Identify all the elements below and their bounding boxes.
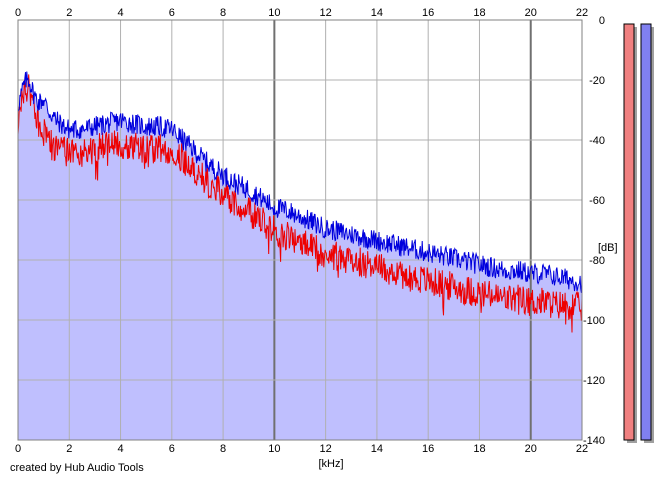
x-tick-top-0: 0 — [15, 7, 21, 19]
y-tick--100: -100 — [583, 315, 605, 327]
tick-label-layer: 002244668810101212141416161818202022220-… — [15, 7, 605, 455]
plot-frame — [17, 19, 583, 441]
y-tick--40: -40 — [589, 135, 605, 147]
x-tick-top-20: 20 — [525, 7, 537, 19]
level-meter-right — [640, 23, 652, 441]
x-tick-top-16: 16 — [422, 7, 434, 19]
x-tick-bottom-4: 4 — [117, 443, 123, 455]
x-tick-top-6: 6 — [169, 7, 175, 19]
y-tick-0: 0 — [599, 15, 605, 27]
x-tick-top-12: 12 — [320, 7, 332, 19]
x-tick-bottom-8: 8 — [220, 443, 226, 455]
x-tick-top-8: 8 — [220, 7, 226, 19]
x-axis-unit-label: [kHz] — [318, 458, 343, 470]
y-tick--60: -60 — [589, 195, 605, 207]
series-layer — [17, 71, 583, 333]
y-tick--140: -140 — [583, 435, 605, 447]
spectrum-fill-area — [18, 71, 582, 440]
spectrum-fill-layer — [18, 71, 582, 440]
x-tick-bottom-12: 12 — [320, 443, 332, 455]
footer-credit: created by Hub Audio Tools — [10, 462, 144, 474]
grid-layer — [18, 20, 582, 440]
x-tick-bottom-2: 2 — [66, 443, 72, 455]
x-tick-bottom-10: 10 — [268, 443, 280, 455]
y-tick--80: -80 — [589, 255, 605, 267]
y-tick--120: -120 — [583, 375, 605, 387]
level-meter-left — [623, 23, 635, 441]
x-tick-bottom-6: 6 — [169, 443, 175, 455]
y-axis-unit-label: [dB] — [598, 242, 618, 254]
x-tick-top-10: 10 — [268, 7, 280, 19]
x-tick-bottom-18: 18 — [473, 443, 485, 455]
series-line-red — [17, 74, 583, 333]
x-tick-bottom-20: 20 — [525, 443, 537, 455]
x-tick-bottom-0: 0 — [15, 443, 21, 455]
x-tick-top-14: 14 — [371, 7, 383, 19]
x-tick-bottom-22: 22 — [576, 443, 588, 455]
x-tick-top-2: 2 — [66, 7, 72, 19]
x-tick-bottom-14: 14 — [371, 443, 383, 455]
series-line-blue — [17, 71, 583, 293]
x-tick-top-4: 4 — [117, 7, 123, 19]
level-meters — [623, 23, 654, 443]
y-tick--20: -20 — [589, 75, 605, 87]
x-tick-top-18: 18 — [473, 7, 485, 19]
x-tick-top-22: 22 — [576, 7, 588, 19]
x-tick-bottom-16: 16 — [422, 443, 434, 455]
